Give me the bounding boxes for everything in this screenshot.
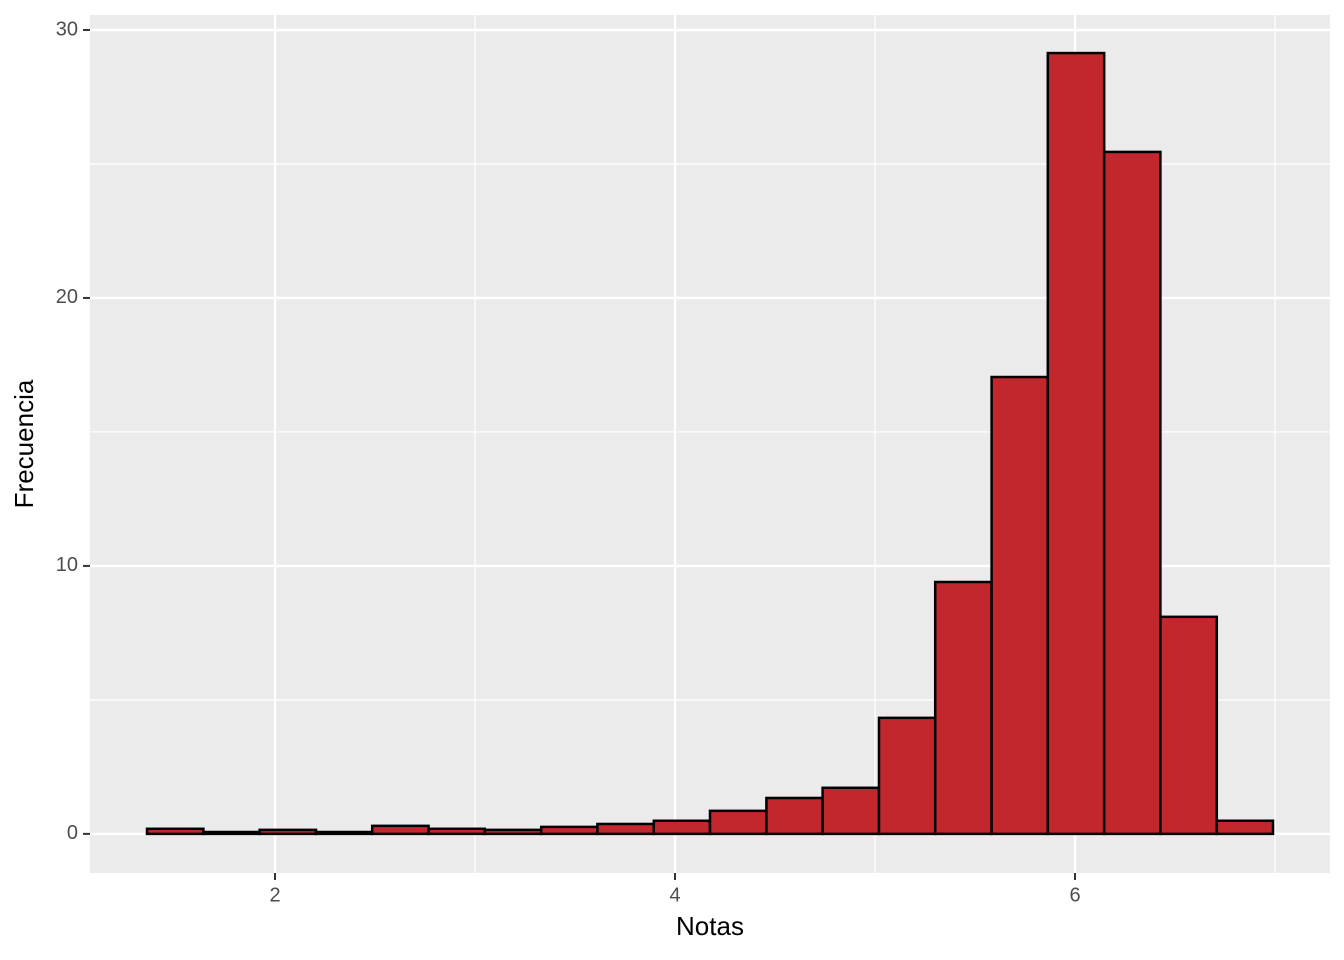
- bar: [483, 828, 543, 836]
- bar: [1215, 819, 1275, 836]
- bar: [596, 822, 656, 836]
- bar: [990, 375, 1050, 836]
- bar: [1046, 51, 1106, 836]
- x-axis-title: Notas: [676, 911, 744, 941]
- bar: [370, 824, 430, 836]
- y-tick-label: 30: [56, 18, 78, 40]
- x-tick-label: 4: [669, 884, 680, 906]
- bar: [539, 825, 599, 836]
- x-tick-label: 2: [269, 884, 280, 906]
- bar: [314, 830, 374, 836]
- y-tick-label: 0: [67, 822, 78, 844]
- y-axis-title: Frecuencia: [9, 379, 39, 508]
- y-tick-label: 20: [56, 286, 78, 308]
- bar: [1102, 150, 1162, 836]
- bar: [202, 830, 261, 836]
- bar: [877, 716, 937, 836]
- bar: [1159, 615, 1219, 836]
- bar: [933, 580, 993, 836]
- bar: [258, 828, 318, 836]
- bar: [708, 809, 768, 836]
- x-tick-label: 6: [1069, 884, 1080, 906]
- bar: [652, 819, 712, 836]
- y-tick-label: 10: [56, 554, 78, 576]
- bar: [427, 827, 487, 836]
- bar: [145, 827, 205, 836]
- bar: [765, 796, 824, 836]
- bar: [821, 786, 881, 836]
